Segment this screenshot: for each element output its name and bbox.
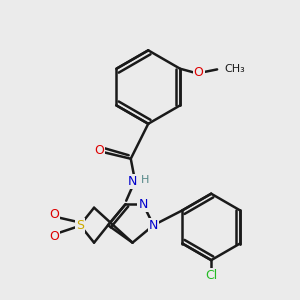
Text: O: O [94,144,104,157]
Text: S: S [76,219,84,232]
Text: N: N [128,175,137,188]
Text: Cl: Cl [205,269,217,282]
Text: H: H [141,175,150,185]
Text: O: O [50,208,59,221]
Text: CH₃: CH₃ [224,64,245,74]
Text: N: N [138,198,148,211]
Text: O: O [50,230,59,242]
Text: N: N [149,219,158,232]
Text: O: O [194,66,203,80]
